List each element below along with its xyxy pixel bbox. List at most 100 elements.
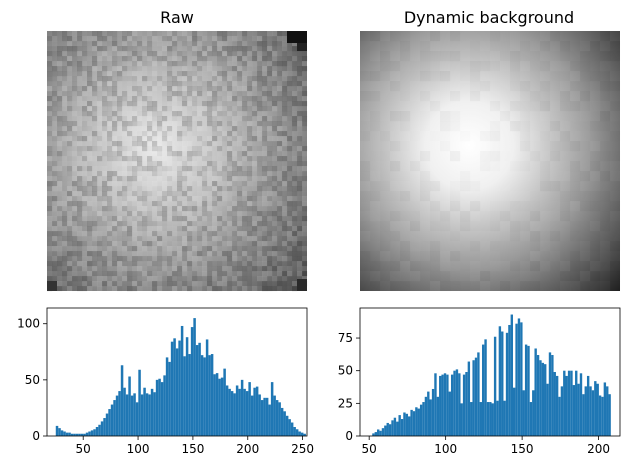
raw-hist-bar: [240, 379, 244, 436]
bg-hist-bar: [484, 339, 487, 436]
bg-hist-bar: [436, 396, 440, 436]
raw-hist-bar: [65, 432, 69, 436]
bg-hist-bar: [424, 396, 428, 436]
bg-hist-bar: [429, 399, 432, 436]
raw-hist-bar: [178, 340, 181, 436]
bg-hist-bar: [503, 400, 506, 436]
raw-hist-bar: [58, 428, 61, 436]
raw-hist-xtick-label: 150: [181, 442, 204, 456]
bg-hist-bar: [489, 402, 492, 436]
raw-hist-bar: [133, 393, 136, 436]
bg-hist-bar: [527, 345, 530, 436]
raw-hist-bar: [250, 395, 254, 436]
raw-hist-bar: [100, 421, 104, 436]
raw-hist-bar: [300, 432, 304, 436]
bg-hist-bar: [608, 394, 611, 436]
raw-hist-bar: [198, 342, 201, 436]
bg-hist-bar: [415, 407, 418, 436]
raw-hist-bar: [223, 368, 226, 436]
raw-hist-bar: [273, 395, 276, 436]
raw-hist-bar: [55, 425, 59, 436]
raw-hist-bar: [228, 388, 231, 436]
bg-hist-bar: [417, 408, 420, 436]
raw-hist-bar: [210, 354, 214, 436]
bg-hist-bar: [563, 370, 566, 436]
raw-title: Raw: [160, 8, 194, 27]
raw-hist-bar: [188, 354, 191, 436]
bg-hist-bar: [448, 391, 451, 436]
bg-hist-bar: [443, 373, 447, 436]
bg-hist-bar: [396, 421, 399, 436]
raw-hist-bar: [113, 400, 116, 436]
bg-hist-bar: [572, 385, 576, 436]
raw-hist-ytick-label: 0: [32, 429, 40, 443]
raw-hist-bar: [120, 365, 124, 436]
bg-hist-bar: [384, 425, 387, 436]
bg-hist-bar: [381, 428, 385, 436]
raw-hist-bar: [68, 432, 71, 436]
bg-hist-bar: [455, 369, 459, 436]
bg-hist-bar: [491, 403, 494, 436]
raw-hist-bar: [135, 402, 139, 436]
bg-hist-bar: [603, 382, 607, 436]
raw-hist-bar: [85, 432, 89, 436]
bg-hist-bar: [544, 364, 547, 436]
bg-hist-bar: [510, 314, 514, 436]
background-image: [360, 31, 620, 291]
raw-hist-bar: [218, 378, 221, 436]
raw-hist-bar: [260, 400, 264, 436]
bg-hist-bar: [398, 415, 401, 436]
bg-hist-bar: [548, 352, 552, 436]
raw-hist-bar: [143, 387, 146, 436]
bg-hist-bar: [386, 422, 389, 436]
raw-hist-bar: [213, 374, 216, 436]
raw-hist-bar: [175, 348, 179, 436]
bg-hist-ytick-label: 25: [338, 396, 353, 410]
raw-hist-xtick-label: 50: [76, 442, 91, 456]
bg-hist-bar: [400, 419, 404, 436]
raw-hist-bar: [130, 395, 134, 436]
raw-hist-bar: [258, 394, 261, 436]
bg-hist-bar: [524, 344, 528, 436]
bg-hist-bar: [419, 404, 423, 436]
bg-hist-bar: [460, 403, 463, 436]
bg-hist-bar: [441, 374, 444, 436]
bg-hist-bar: [377, 429, 380, 436]
raw-hist-bar: [233, 393, 236, 436]
raw-hist-bar: [235, 385, 239, 436]
raw-hist-bar: [163, 375, 166, 436]
raw-image: [47, 31, 308, 292]
raw-hist-bar: [168, 361, 171, 436]
raw-hist-bar: [155, 379, 159, 436]
raw-hist-bar: [83, 433, 86, 436]
bg-hist-bar: [477, 352, 480, 436]
raw-hist-bar: [150, 388, 154, 436]
raw-hist-bar: [285, 415, 289, 436]
bg-hist-bar: [515, 323, 518, 436]
raw-hist-bar: [253, 387, 256, 436]
bg-hist-bar: [412, 411, 416, 436]
bg-hist-bar: [427, 391, 430, 436]
bg-hist-ytick-label: 50: [338, 364, 353, 378]
bg-hist-bar: [606, 386, 609, 436]
bg-hist-bar: [405, 413, 409, 436]
bg-hist-bar: [434, 373, 437, 436]
raw-hist-bar: [190, 327, 194, 436]
raw-hist-bar: [215, 373, 219, 436]
bg-hist-bar: [520, 322, 523, 436]
bg-hist-bar: [546, 383, 549, 436]
bg-hist-ytick-label: 75: [338, 331, 353, 345]
raw-hist-bar: [80, 433, 84, 436]
bg-hist-bar: [579, 373, 583, 436]
raw-hist-bar: [125, 394, 129, 436]
raw-hist-bar: [245, 391, 249, 436]
raw-hist-bar: [293, 427, 296, 436]
bg-hist-xtick-label: 200: [587, 442, 610, 456]
raw-hist-bar: [275, 400, 279, 436]
raw-hist-bar: [295, 429, 299, 436]
raw-hist-bar: [170, 341, 174, 436]
bg-hist-bar: [439, 375, 442, 436]
bg-hist-bar: [391, 420, 394, 436]
bg-hist-bar: [577, 383, 580, 436]
raw-hist-bar: [158, 378, 161, 436]
